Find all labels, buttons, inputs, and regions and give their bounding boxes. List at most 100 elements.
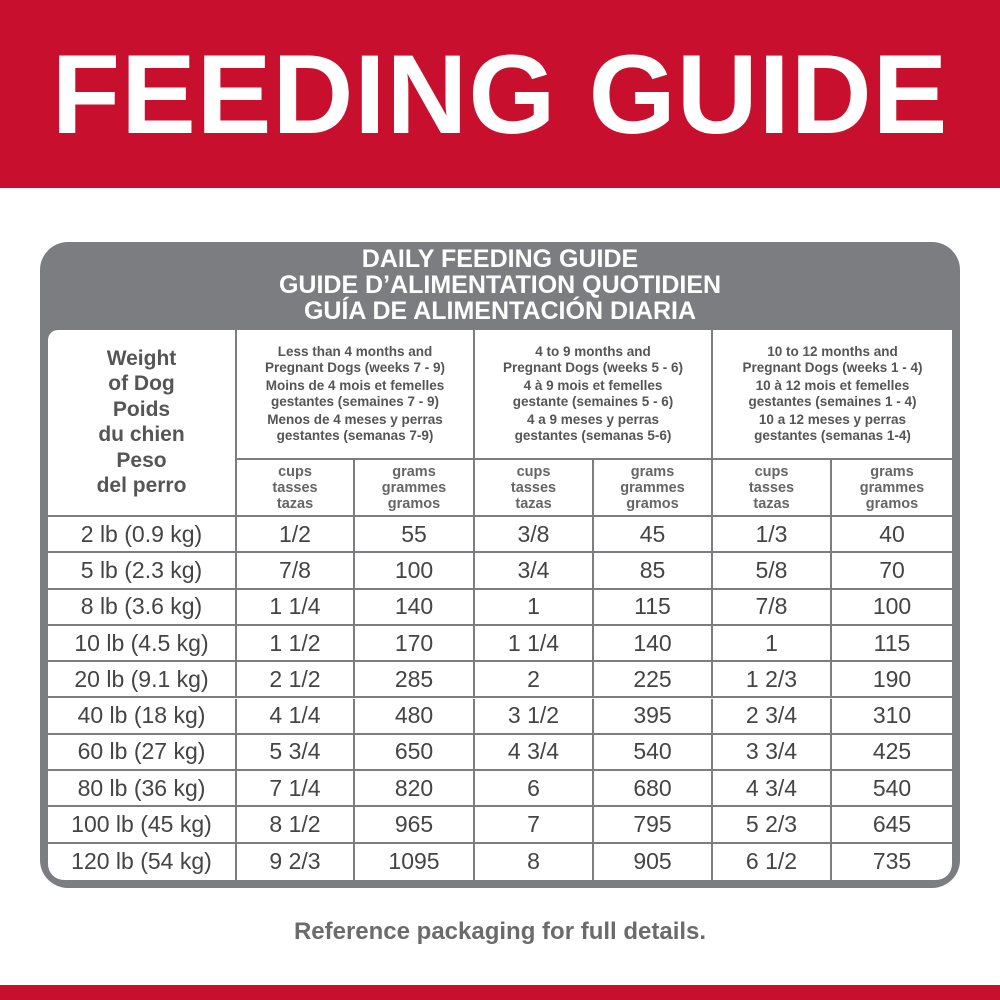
amount-cell: 115 — [832, 626, 952, 663]
header-line: gestantes (semanas 1-4) — [754, 428, 911, 443]
amount-cell: 3/4 — [475, 553, 594, 590]
header-pair: Moins de 4 mois et femelles gestantes (se… — [266, 378, 445, 410]
footer-note: Reference packaging for full details. — [293, 918, 707, 945]
group-header: 10 to 12 months and Pregnant Dogs (weeks … — [713, 330, 952, 460]
header-line: 10 à 12 mois et femelles — [755, 378, 910, 393]
unit-label: tazas — [276, 495, 314, 512]
amount-cell: 285 — [355, 662, 475, 699]
unit-label: tasses — [272, 479, 318, 496]
unit-label: gramos — [387, 495, 441, 512]
unit-label: tasses — [510, 479, 557, 496]
unit-label: cups — [516, 463, 551, 480]
page-title: FEEDING GUIDE — [51, 31, 949, 157]
amount-cell: 140 — [594, 625, 713, 663]
amount-cell: 6 1/2 — [713, 843, 832, 880]
amount-cell: 820 — [355, 771, 475, 808]
header-line: Pregnant Dogs (weeks 7 - 9) — [264, 360, 446, 375]
unit-label: grams — [870, 463, 914, 480]
table-titles: DAILY FEEDING GUIDE GUIDE D’ALIMENTATION … — [40, 246, 960, 324]
unit-label: gramos — [626, 495, 679, 512]
amount-cell: 100 — [832, 590, 952, 626]
header-line: gestantes (semaines 7 - 9) — [270, 394, 440, 409]
header-line: of Dog — [108, 372, 175, 395]
amount-cell: 7/8 — [713, 589, 832, 626]
weight-header: Weight of Dog Poids du chien Peso del perro — [48, 330, 237, 517]
header-line: Weight — [106, 347, 177, 370]
header-line: 4 à 9 mois et femelles — [523, 378, 663, 393]
group-header: 4 to 9 months and Pregnant Dogs (weeks 5 … — [475, 330, 713, 460]
amount-cell: 650 — [355, 734, 475, 772]
amount-cell: 3 3/4 — [713, 734, 832, 772]
amount-cell: 395 — [594, 698, 713, 735]
group-header: Less than 4 months and Pregnant Dogs (wee… — [237, 330, 475, 460]
amount-cell: 905 — [594, 843, 713, 880]
amount-cell: 8 1/2 — [237, 807, 355, 844]
unit-header: cups tasses tazas — [237, 460, 355, 517]
header-line: Pregnant Dogs (weeks 5 - 6) — [502, 360, 684, 375]
amount-cell: 480 — [355, 698, 475, 735]
bottom-band — [0, 985, 1000, 1000]
amount-cell: 5 2/3 — [713, 807, 832, 844]
amount-cell: 1/2 — [237, 517, 355, 554]
weight-cell: 60 lb (27 kg) — [48, 734, 237, 772]
header-line: gestantes (semanas 5-6) — [514, 428, 672, 443]
header-pair: Peso del perro — [97, 448, 187, 498]
unit-header: cups tasses tazas — [713, 460, 832, 517]
header-pair: 4 a 9 meses y perras gestantes (semanas 5… — [515, 412, 672, 444]
unit-label: cups — [278, 463, 312, 480]
header-line: gestantes (semaines 1 - 4) — [748, 394, 917, 409]
amount-cell: 965 — [355, 807, 475, 844]
weight-cell: 100 lb (45 kg) — [48, 807, 237, 844]
amount-cell: 8 — [475, 843, 594, 880]
header-pair: 10 to 12 months and Pregnant Dogs (weeks … — [742, 344, 922, 376]
unit-header: cups tasses tazas — [475, 460, 594, 517]
header-pair: Less than 4 months and Pregnant Dogs (wee… — [265, 344, 445, 376]
feeding-table: Weight of Dog Poids du chien Peso del perro Le… — [48, 330, 952, 880]
header-pair: 4 à 9 mois et femelles gestante (semaines… — [513, 378, 674, 410]
header-line: Less than 4 months and — [277, 344, 433, 359]
weight-cell: 20 lb (9.1 kg) — [48, 662, 237, 699]
amount-cell: 795 — [594, 807, 713, 844]
header-line: gestante (semaines 5 - 6) — [512, 394, 674, 409]
amount-cell: 3/8 — [475, 517, 594, 554]
amount-cell: 5 3/4 — [237, 734, 355, 772]
amount-cell: 1 — [475, 589, 594, 626]
amount-cell: 1 1/2 — [237, 625, 355, 663]
amount-cell: 70 — [832, 553, 952, 590]
amount-cell: 7 1/4 — [237, 771, 355, 808]
amount-cell: 1 — [713, 625, 832, 663]
amount-cell: 3 1/2 — [475, 698, 594, 735]
unit-label: grammes — [859, 479, 925, 496]
amount-cell: 225 — [594, 662, 713, 699]
table-title: GUÍA DE ALIMENTACIÓN DIARIA — [303, 297, 697, 325]
header-line: 10 a 12 meses y perras — [758, 412, 907, 427]
unit-header: grams grammes gramos — [355, 460, 475, 517]
amount-cell: 4 3/4 — [713, 771, 832, 808]
unit-label: cups — [754, 463, 789, 480]
header-line: Menos de 4 meses y perras — [267, 412, 443, 427]
weight-cell: 10 lb (4.5 kg) — [48, 625, 237, 663]
unit-header: grams grammes gramos — [594, 460, 713, 517]
amount-cell: 2 1/2 — [237, 662, 355, 699]
amount-cell: 1/3 — [713, 517, 832, 554]
amount-cell: 5/8 — [713, 553, 832, 590]
amount-cell: 735 — [872, 848, 912, 875]
amount-cell: 680 — [594, 771, 713, 808]
weight-cell: 80 lb (36 kg) — [48, 771, 237, 808]
amount-cell: 1 2/3 — [713, 662, 832, 699]
amount-cell: 310 — [832, 699, 952, 735]
header-line: 4 a 9 meses y perras — [526, 412, 660, 427]
header-line: del perro — [96, 474, 187, 497]
amount-cell: 540 — [594, 734, 713, 772]
amount-cell: 170 — [355, 625, 475, 663]
unit-header: grams grammes gramos — [832, 460, 952, 517]
amount-cell: 1095 — [355, 843, 475, 880]
amount-cell: 140 — [355, 589, 475, 626]
header-pair: 10 à 12 mois et femelles gestantes (semai… — [748, 378, 916, 410]
header-pair: 10 a 12 meses y perras gestantes (semanas… — [754, 412, 911, 444]
header-line: Peso — [116, 449, 167, 472]
amount-cell: 2 3/4 — [713, 698, 832, 735]
header-pair: 4 to 9 months and Pregnant Dogs (weeks 5 … — [503, 344, 683, 376]
unit-label: grammes — [620, 479, 685, 496]
